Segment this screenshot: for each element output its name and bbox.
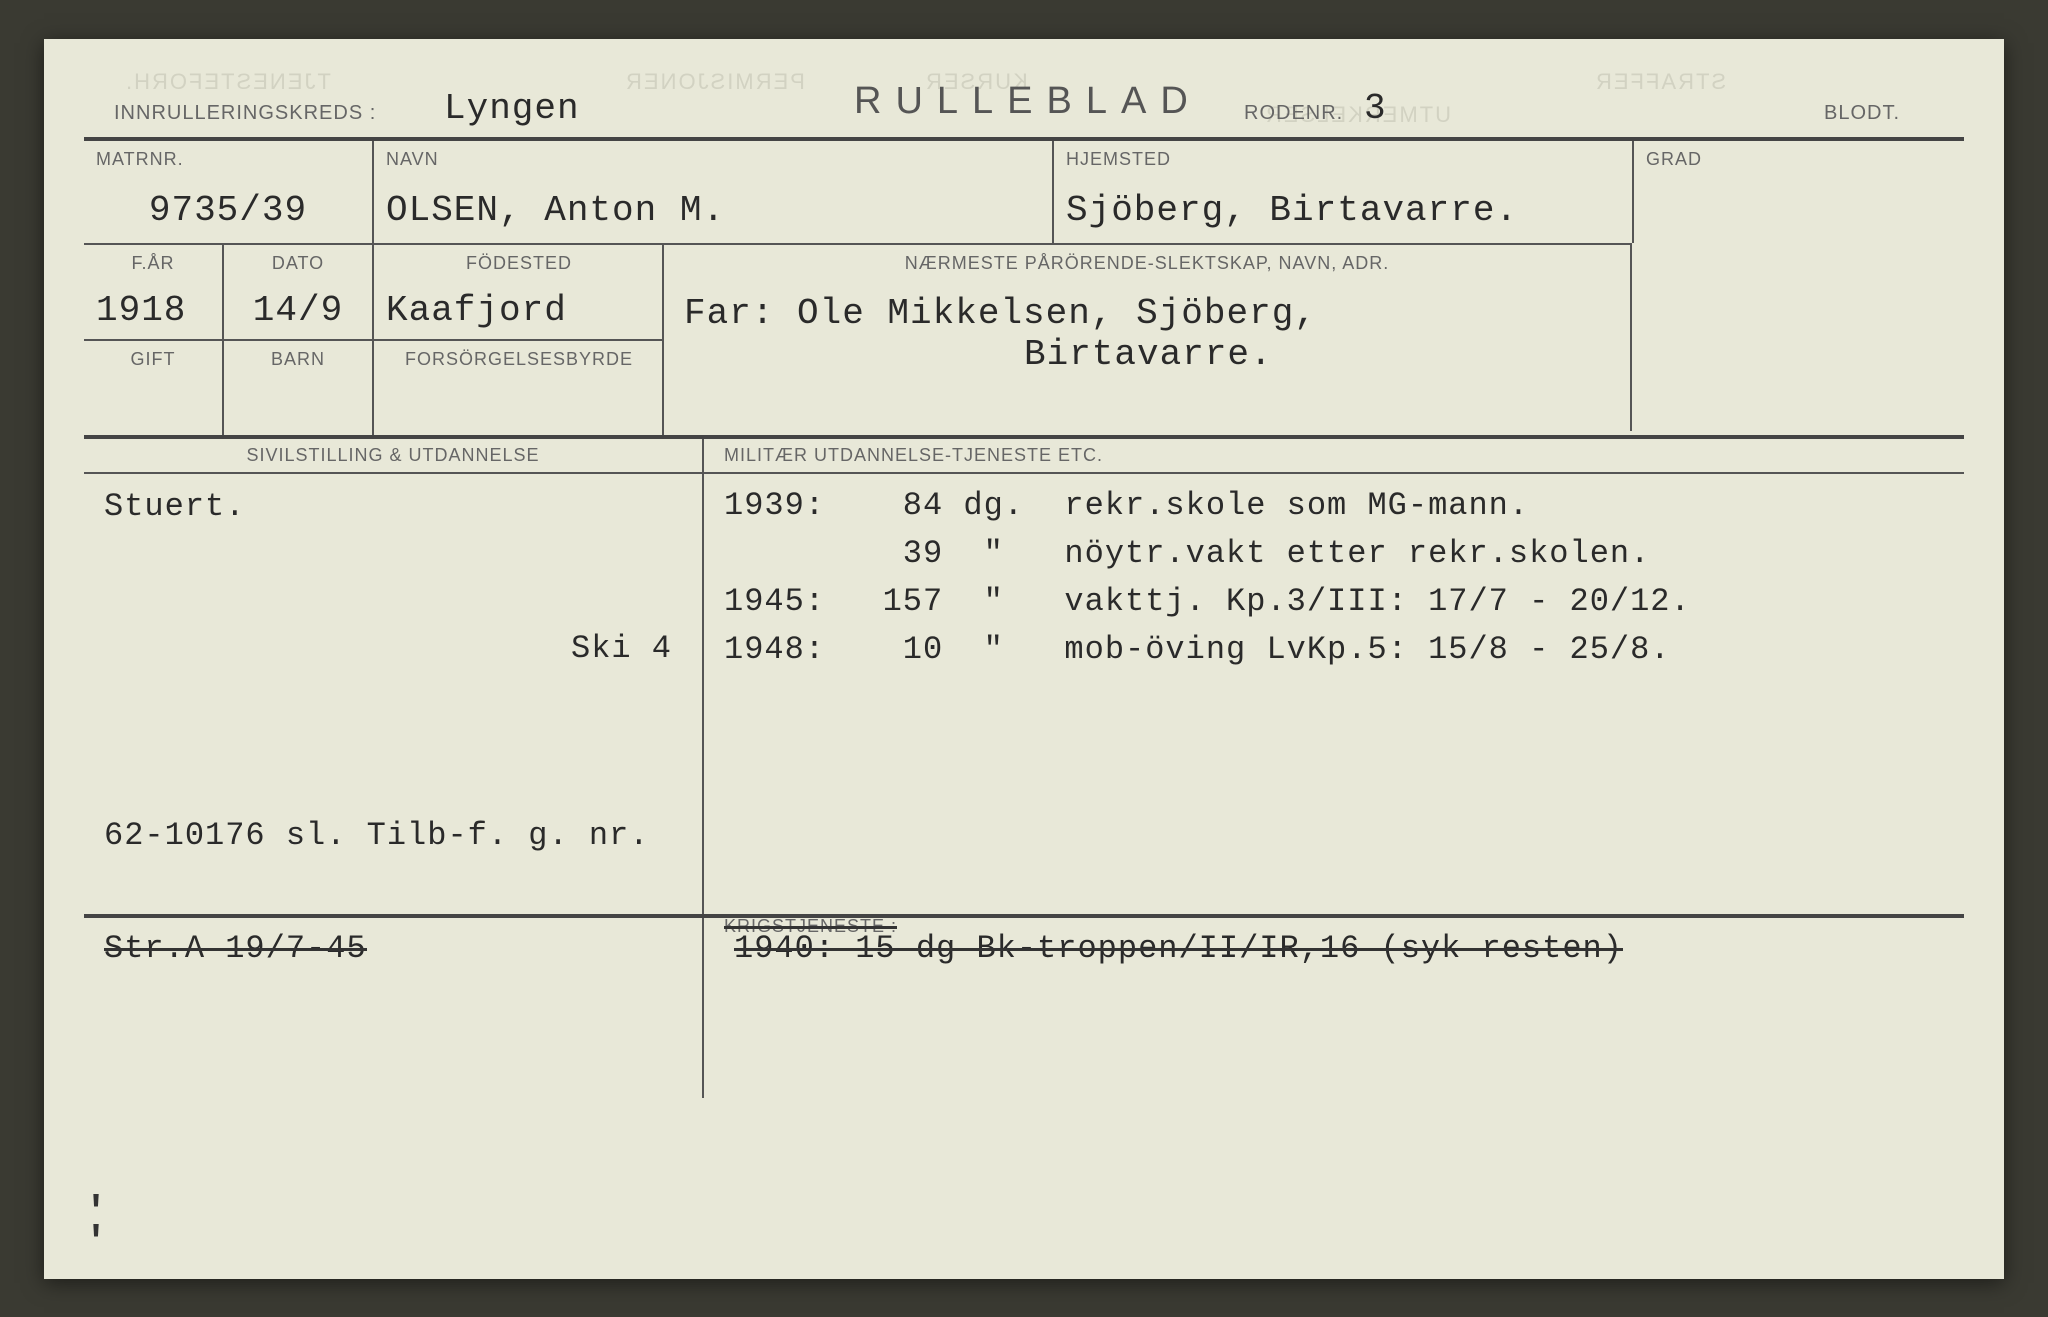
row-identity-values: 9735/39 OLSEN, Anton M. Sjöberg, Birtava…	[84, 179, 1964, 243]
blodt-label: BLODT.	[1824, 102, 1900, 125]
fodested-value: Kaafjord	[386, 290, 567, 331]
header-row: INNRULLERINGSKREDS : Lyngen RULLEBLAD RO…	[84, 69, 1964, 129]
civil-line1: Stuert.	[104, 488, 682, 525]
military-line: 39 " nöytr.vakt etter rekr.skolen.	[724, 530, 1944, 578]
civil-line2: Ski 4	[571, 630, 672, 667]
navn-value: OLSEN, Anton M.	[386, 190, 725, 231]
far-value: 1918	[96, 290, 186, 331]
innrull-value: Lyngen	[444, 88, 580, 129]
grad-label: GRAD	[1646, 149, 1702, 170]
fors-label: FORSÖRGELSESBYRDE	[405, 349, 633, 370]
far-label: F.ÅR	[131, 253, 174, 274]
matrnr-label: MATRNR.	[96, 149, 184, 170]
military-line: 1945:157 " vakttj. Kp.3/III: 17/7 - 20/1…	[724, 578, 1944, 626]
naermeste-value-l1: Far: Ole Mikkelsen, Sjöberg,	[684, 293, 1610, 334]
war-right-struck: 1940: 15 dg Bk-troppen/II/IR,16 (syk res…	[734, 930, 1623, 967]
barn-label: BARN	[271, 349, 325, 370]
title: RULLEBLAD	[854, 80, 1202, 123]
hjemsted-label: HJEMSTED	[1066, 149, 1171, 170]
military-line: 1939: 84 dg. rekr.skole som MG-mann.	[724, 482, 1944, 530]
war-left-struck: Str.A 19/7-45	[104, 930, 367, 967]
gift-label: GIFT	[131, 349, 176, 370]
stray-marks: ' '	[84, 1199, 108, 1259]
dato-label: DATO	[272, 253, 324, 274]
military-line: 1948: 10 " mob-öving LvKp.5: 15/8 - 25/8…	[724, 626, 1944, 674]
military-lines: 1939: 84 dg. rekr.skole som MG-mann. 39 …	[704, 474, 1964, 914]
rodenr-value: 3	[1364, 88, 1387, 129]
navn-label: NAVN	[386, 149, 439, 170]
civil-military-headers: SIVILSTILLING & UTDANNELSE MILITÆR UTDAN…	[84, 439, 1964, 472]
war-service-row: Str.A 19/7-45 KRIGSTJENESTE : 1940: 15 d…	[84, 918, 1964, 1098]
civil-military-body: Stuert. Ski 4 62-10176 sl. Tilb-f. g. nr…	[84, 474, 1964, 914]
row-birth-group: F.ÅR DATO FÖDESTED 1918 14/9 Kaafjord GI…	[84, 243, 1964, 435]
hjemsted-value: Sjöberg, Birtavarre.	[1066, 190, 1518, 231]
rodenr-label: RODENR.	[1244, 102, 1343, 125]
civil-line3: 62-10176 sl. Tilb-f. g. nr.	[104, 817, 649, 854]
rulleblad-card: KURSER PERMISJONER STRAFFER TJENESTEFORH…	[44, 39, 2004, 1279]
innrull-label: INNRULLERINGSKREDS :	[114, 102, 376, 125]
row-identity-headers: MATRNR. NAVN HJEMSTED GRAD	[84, 141, 1964, 179]
civil-header: SIVILSTILLING & UTDANNELSE	[246, 445, 539, 466]
naermeste-value-l2: Birtavarre.	[684, 334, 1610, 375]
dato-value: 14/9	[253, 290, 343, 331]
matrnr-value: 9735/39	[149, 190, 307, 231]
fodested-label: FÖDESTED	[466, 253, 572, 274]
military-header: MILITÆR UTDANNELSE-TJENESTE ETC.	[724, 445, 1103, 466]
naermeste-label: NÆRMESTE PÅRÖRENDE-SLEKTSKAP, NAVN, ADR.	[905, 253, 1389, 274]
